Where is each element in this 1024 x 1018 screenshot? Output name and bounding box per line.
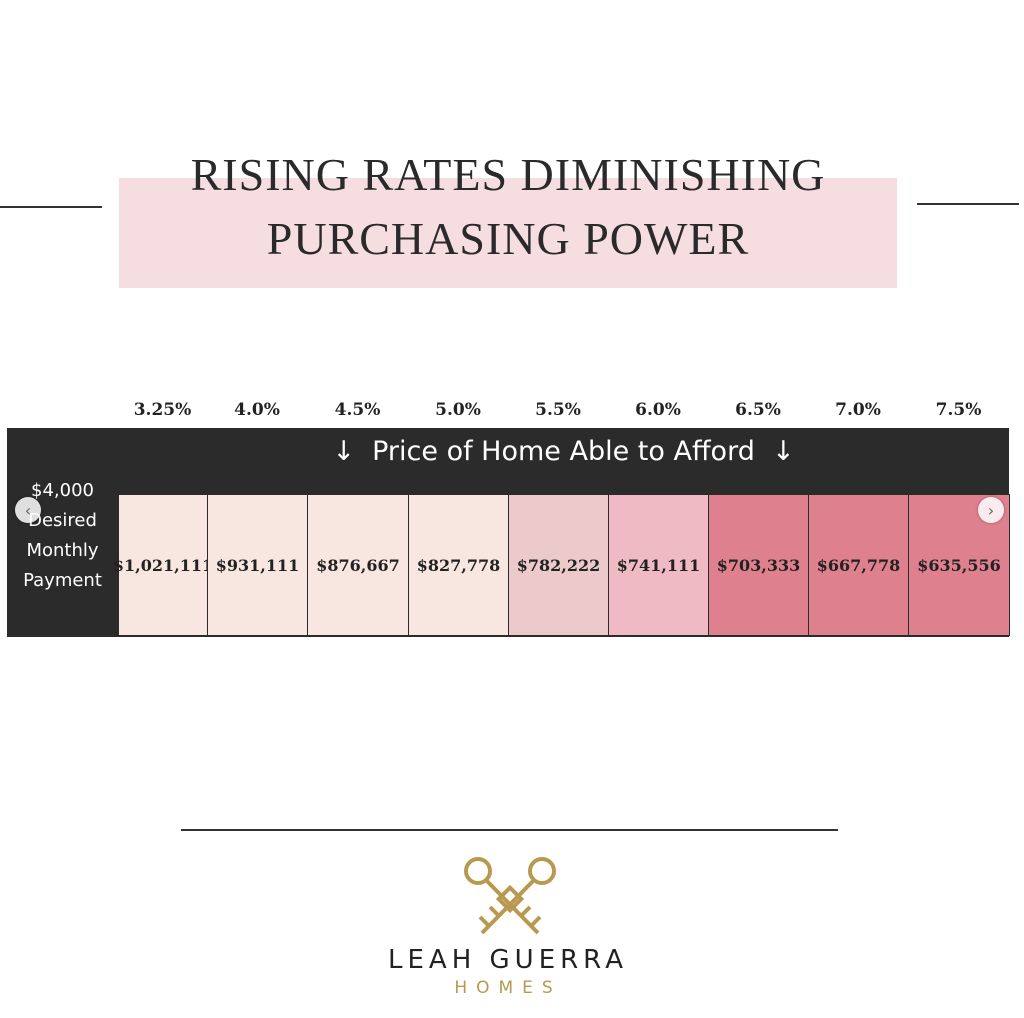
banner: ↓ Price of Home Able to Afford ↓	[332, 436, 795, 467]
rate-label: 6.5%	[735, 400, 781, 420]
rate-label: 4.5%	[334, 400, 381, 420]
rate-label: 5.5%	[535, 400, 581, 420]
row-label: $4,000 Desired Monthly Payment	[7, 476, 118, 596]
carousel-prev[interactable]: ‹	[15, 497, 41, 523]
rate-label: 3.25%	[133, 400, 192, 420]
row-label-line: Desired	[28, 510, 97, 531]
price-cell: $782,222	[508, 494, 609, 636]
price-cell: $931,111	[207, 494, 308, 636]
rate-label: 5.0%	[435, 400, 481, 420]
logo-name: LEAH GUERRA	[388, 945, 628, 975]
rate-label: 7.5%	[935, 400, 982, 420]
price-cell: $741,111	[608, 494, 709, 636]
row-label-line: Monthly	[26, 540, 99, 561]
rule	[917, 203, 1019, 205]
rule	[181, 829, 838, 831]
price-cell: $1,021,111	[113, 494, 213, 636]
title-band	[119, 178, 897, 288]
carousel-next[interactable]: ›	[978, 497, 1004, 523]
rule	[0, 206, 102, 208]
price-cell: $827,778	[408, 494, 509, 636]
title-line: RISING RATES DIMINISHING	[190, 149, 826, 200]
row-label-line: Payment	[23, 570, 102, 591]
rate-label: 4.0%	[234, 400, 280, 420]
row-label-line: $4,000	[31, 480, 94, 501]
price-cell: $703,333	[708, 494, 809, 636]
logo-keys	[464, 857, 556, 935]
logo-sub: HOMES	[454, 978, 562, 998]
title-line: PURCHASING POWER	[266, 213, 750, 264]
rate-label: 6.0%	[635, 400, 681, 420]
banner-text: Price of Home Able to Afford	[372, 436, 755, 467]
rate-label: 7.0%	[835, 400, 881, 420]
price-cell: $876,667	[307, 494, 409, 636]
price-cell: $667,778	[808, 494, 909, 636]
